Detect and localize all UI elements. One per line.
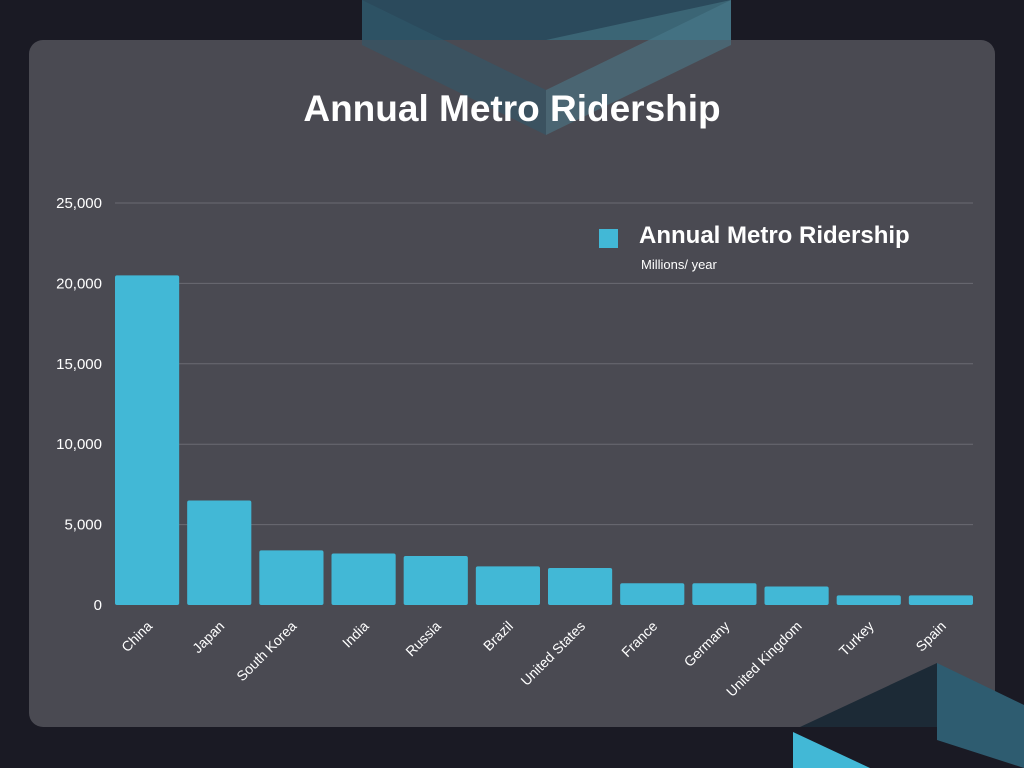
y-tick-label: 20,000: [56, 275, 102, 292]
chart-card: [29, 40, 995, 727]
x-tick-label: United States: [517, 618, 588, 689]
y-tick-label: 0: [94, 597, 102, 614]
x-tick-label: Brazil: [480, 618, 516, 654]
x-axis-tick-labels: China Japan South Korea India Russia Brazil Un…: [118, 618, 949, 700]
y-tick-label: 10,000: [56, 436, 102, 453]
grid-lines: [115, 202, 973, 526]
x-tick-label: Spain: [912, 618, 949, 655]
x-tick-label: Germany: [681, 618, 733, 670]
bar-india: [331, 553, 396, 605]
legend-subtitle: Millions/ year: [641, 257, 717, 272]
chart-title: Annual Metro Ridership: [303, 88, 721, 129]
bar-russia: [403, 555, 468, 605]
x-tick-label: South Korea: [233, 618, 300, 685]
bar-south-korea: [259, 550, 324, 605]
y-axis-tick-labels: 0 5,000 10,000 15,000 20,000 25,000: [56, 195, 102, 614]
x-tick-label: France: [618, 618, 660, 660]
bar-france: [620, 583, 685, 605]
x-tick-label: India: [339, 618, 372, 651]
bar-united-kingdom: [764, 586, 829, 605]
bar-brazil: [475, 566, 540, 605]
x-tick-label: China: [118, 618, 155, 655]
x-tick-label: Turkey: [836, 618, 877, 659]
y-tick-label: 15,000: [56, 356, 102, 373]
x-tick-label: Russia: [402, 618, 444, 660]
bars: [115, 275, 973, 605]
y-tick-label: 5,000: [64, 517, 102, 534]
legend-swatch: [599, 229, 618, 248]
bar-united-states: [548, 568, 613, 605]
legend-label: Annual Metro Ridership: [639, 222, 910, 249]
bar-japan: [187, 500, 252, 605]
x-tick-label: Japan: [189, 618, 227, 656]
bar-spain: [908, 595, 973, 605]
bar-china: [115, 275, 180, 605]
bar-germany: [692, 583, 757, 605]
bar-turkey: [836, 595, 901, 605]
y-tick-label: 25,000: [56, 195, 102, 212]
x-tick-label: United Kingdom: [723, 618, 805, 700]
